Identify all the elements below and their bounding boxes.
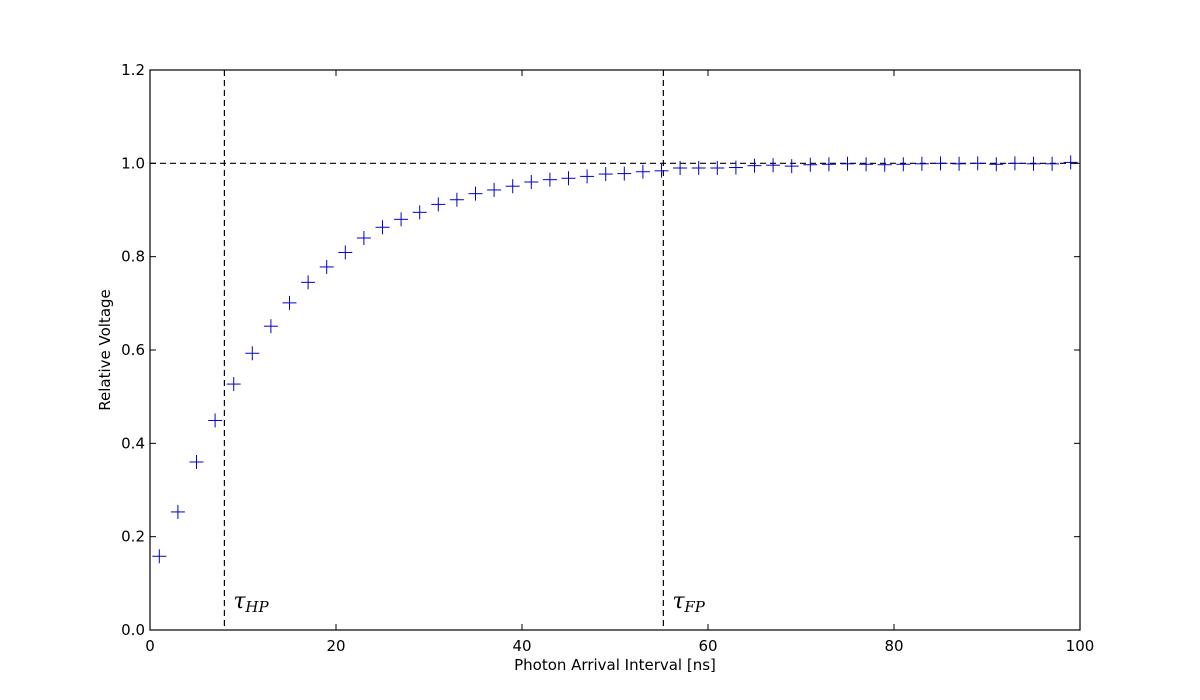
data-point [189,455,204,469]
data-point [394,212,409,227]
data-point [226,377,241,392]
data-point [598,167,613,182]
tau-fp-annotation: τ FP [672,589,705,616]
data-point [728,160,743,175]
y-tick-label: 0.2 [121,528,145,546]
data-point [691,161,706,175]
data-point [561,171,576,186]
tau-fp-symbol: τ [672,589,685,614]
data-point [1007,156,1022,171]
x-tick-label: 0 [145,637,155,655]
data-point [673,161,688,175]
data-point [970,156,985,171]
data-point [245,346,260,361]
data-point [152,549,167,564]
data-point [803,157,818,172]
data-point [505,179,520,194]
plot-background [150,70,1080,630]
data-point [301,275,316,290]
y-tick-label: 0.6 [121,341,145,359]
data-point [635,164,650,179]
data-point [933,156,948,171]
data-point [412,205,427,220]
tau-hp-subscript: HP [244,598,269,616]
y-tick-label: 1.2 [121,61,145,79]
data-point [952,156,967,171]
tau-fp-subscript: FP [683,598,705,616]
data-point [356,231,371,245]
x-axis-label: Photon Arrival Interval [ns] [514,656,716,674]
data-point [1026,156,1041,171]
tick-labels: 0 20 40 60 80 100 0.0 0.2 0.4 0.6 0.8 1.0 1.2 [121,61,1094,655]
plot-frame [149,69,1081,631]
data-point [338,245,353,260]
data-point [710,161,725,175]
data-point [375,220,390,235]
data-point [170,504,185,519]
data-point [542,172,557,187]
data-point [319,259,334,274]
x-tick-label: 60 [698,637,717,655]
x-tick-label: 40 [512,637,531,655]
data-point [821,157,836,172]
data-markers [152,155,1078,564]
y-axis-label: Relative Voltage [96,289,114,411]
data-point [487,182,502,197]
data-point [524,175,539,189]
y-tick-label: 0.8 [121,248,145,266]
x-tick-label: 100 [1066,637,1095,655]
data-point [617,166,632,181]
data-point [914,156,929,171]
data-point [896,157,911,172]
y-tick-label: 0.4 [121,434,145,452]
data-point [747,158,762,173]
tau-hp-symbol: τ [233,589,246,614]
data-point [282,295,297,310]
x-tick-label: 80 [884,637,903,655]
data-point [263,319,278,334]
tau-hp-annotation: τ HP [233,589,269,616]
x-tick-label: 20 [326,637,345,655]
data-point [840,156,855,171]
data-point [859,157,874,172]
y-tick-label: 0.0 [121,621,145,639]
data-point [580,169,595,184]
y-tick-label: 1.0 [121,154,145,172]
data-point [431,197,446,212]
data-point [654,163,669,178]
data-point [449,192,464,207]
data-point [766,158,781,173]
data-point [208,413,223,428]
data-point [877,157,892,172]
data-point [989,157,1004,172]
data-point [468,186,483,201]
data-point [1063,155,1078,170]
data-point [1045,156,1060,171]
data-point [784,159,799,174]
